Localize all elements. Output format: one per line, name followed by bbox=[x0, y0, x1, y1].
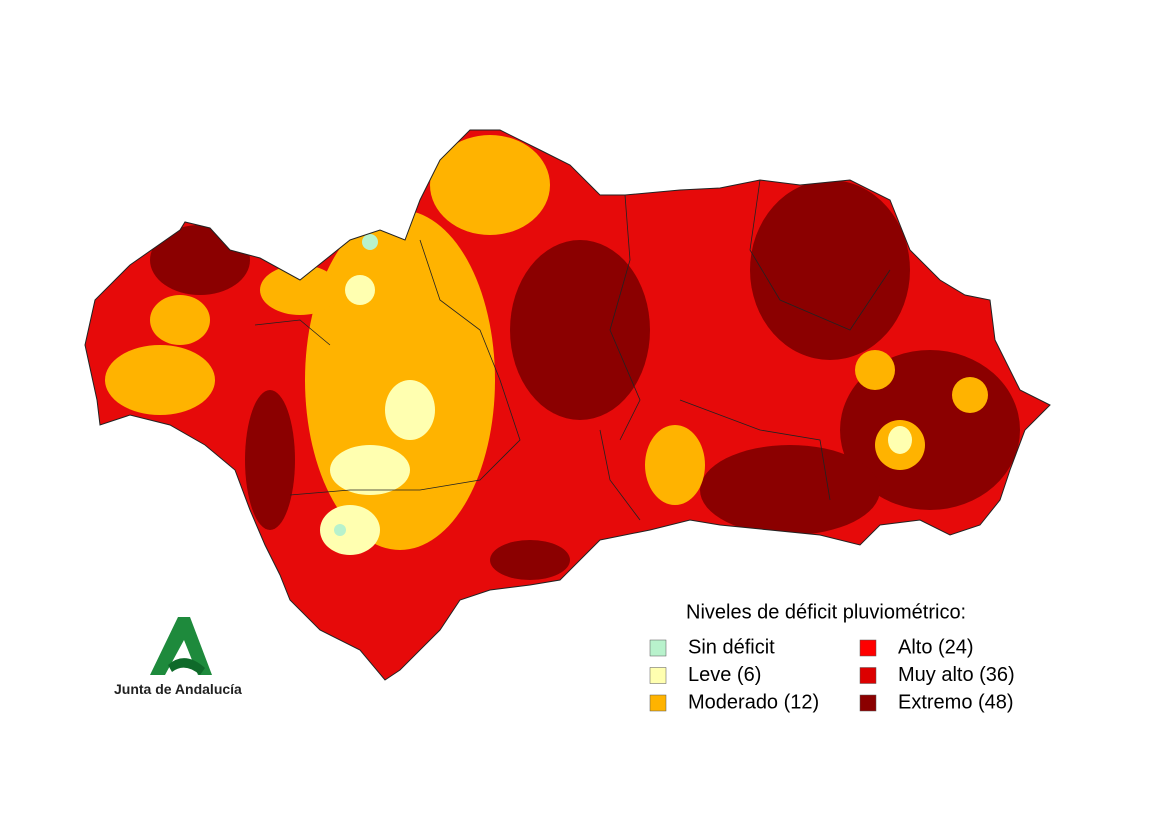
legend-label: Leve (6) bbox=[688, 664, 761, 686]
region-outline bbox=[84, 129, 1051, 681]
province-borders bbox=[254, 179, 891, 521]
legend-swatch bbox=[859, 667, 877, 684]
legend: Sin déficit Leve (6) Moderado (12) Alto (24… bbox=[649, 636, 1015, 713]
legend-title: Niveles de déficit pluviométrico: bbox=[686, 601, 966, 623]
legend-swatch bbox=[649, 667, 667, 684]
logo-mark bbox=[168, 658, 205, 675]
legend-label: Extremo (48) bbox=[898, 691, 1014, 713]
logo-text: Junta de Andalucía bbox=[114, 681, 242, 697]
logo-mark bbox=[150, 617, 212, 675]
legend-label: Sin déficit bbox=[688, 636, 775, 658]
legend-swatch bbox=[859, 639, 877, 657]
logo: Junta de Andalucía bbox=[114, 617, 242, 697]
legend-label: Alto (24) bbox=[898, 636, 974, 658]
legend-label: Muy alto (36) bbox=[898, 664, 1015, 686]
legend-label: Moderado (12) bbox=[688, 691, 819, 713]
legend-swatch bbox=[649, 694, 667, 712]
legend-swatch bbox=[859, 694, 877, 712]
legend-swatch bbox=[649, 639, 667, 657]
